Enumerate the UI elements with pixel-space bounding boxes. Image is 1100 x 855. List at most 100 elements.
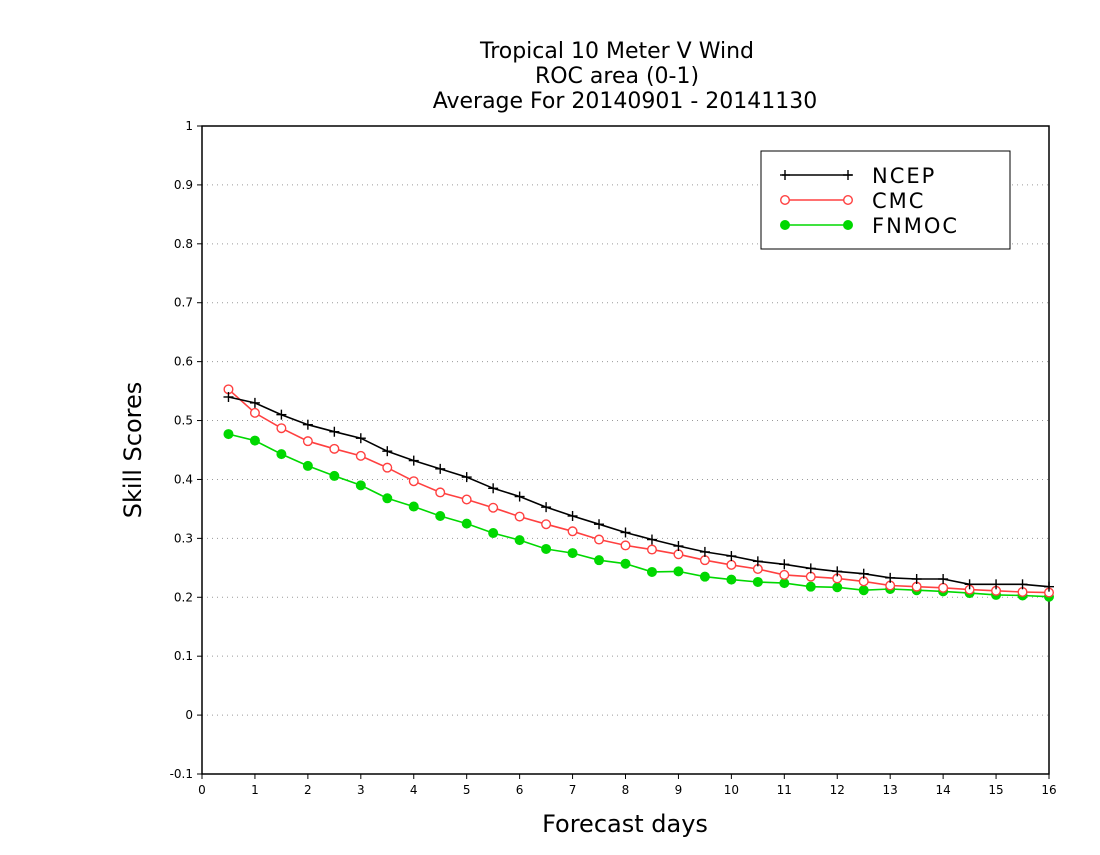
y-tick-label: 0.4 xyxy=(174,472,193,486)
data-point xyxy=(1017,579,1028,590)
x-tick-label: 12 xyxy=(830,783,845,797)
data-point xyxy=(805,581,816,592)
data-point xyxy=(382,446,393,457)
data-point xyxy=(780,220,790,230)
data-point xyxy=(355,480,366,491)
data-point xyxy=(779,578,790,589)
x-tick-label: 0 xyxy=(198,783,206,797)
data-point xyxy=(938,574,949,585)
x-tick-label: 1 xyxy=(251,783,259,797)
data-point xyxy=(488,502,499,513)
data-point xyxy=(514,491,525,502)
legend-entry-ncep: NCEP xyxy=(780,164,934,188)
data-point xyxy=(843,194,854,205)
data-point xyxy=(567,548,578,559)
data-point xyxy=(832,582,843,593)
x-tick-label: 11 xyxy=(777,783,792,797)
series-lines xyxy=(223,384,1054,602)
data-point xyxy=(541,502,552,513)
y-tick-label: -0.1 xyxy=(170,767,193,781)
y-tick-label: 1 xyxy=(185,119,193,133)
data-point xyxy=(780,170,790,180)
y-tick-label: 0.2 xyxy=(174,590,193,604)
data-point xyxy=(223,429,234,440)
data-point xyxy=(408,455,419,466)
data-point xyxy=(567,526,578,537)
data-point xyxy=(620,540,631,551)
x-axis-label: Forecast days xyxy=(542,810,708,838)
data-point xyxy=(726,574,737,585)
series-ncep xyxy=(223,391,1054,592)
data-point xyxy=(805,563,816,574)
y-tick-label: 0.1 xyxy=(174,649,193,663)
legend-label: CMC xyxy=(872,189,925,213)
data-point xyxy=(620,558,631,569)
data-point xyxy=(514,511,525,522)
data-point xyxy=(249,435,260,446)
data-point xyxy=(276,423,287,434)
data-point xyxy=(938,582,949,593)
data-point xyxy=(779,569,790,580)
series-line xyxy=(228,433,1050,598)
data-point xyxy=(408,476,419,487)
data-point xyxy=(329,426,340,437)
series-line xyxy=(228,396,1050,588)
x-tick-label: 4 xyxy=(410,783,418,797)
y-tick-label: 0.9 xyxy=(174,178,193,192)
x-tick-label: 10 xyxy=(724,783,739,797)
x-tick-label: 3 xyxy=(357,783,365,797)
y-axis-label: Skill Scores xyxy=(119,382,147,519)
data-point xyxy=(567,510,578,521)
data-point xyxy=(435,510,446,521)
data-point xyxy=(408,501,419,512)
data-point xyxy=(991,579,1002,590)
data-point xyxy=(1044,581,1054,592)
data-point xyxy=(699,546,710,557)
data-point xyxy=(673,566,684,577)
data-point xyxy=(646,544,657,555)
data-point xyxy=(843,170,853,180)
data-point xyxy=(858,585,869,596)
chart-title-line-2: ROC area (0-1) xyxy=(535,64,699,89)
x-tick-label: 8 xyxy=(622,783,630,797)
y-tick-label: 0.5 xyxy=(174,414,193,428)
data-point xyxy=(276,409,287,420)
data-point xyxy=(780,194,791,205)
series-cmc xyxy=(223,384,1054,598)
x-tick-label: 7 xyxy=(569,783,577,797)
legend-label: FNMOC xyxy=(872,214,959,238)
x-axis: 0 1 2 3 4 5 6 7 8 9 10 11 12 13 14 15 16 xyxy=(198,774,1057,797)
data-point xyxy=(435,463,446,474)
data-point xyxy=(964,579,975,590)
data-point xyxy=(302,419,313,430)
x-tick-label: 15 xyxy=(988,783,1003,797)
y-tick-label: 0 xyxy=(185,708,193,722)
data-point xyxy=(646,566,657,577)
data-point xyxy=(726,559,737,570)
chart-title-line-3: Average For 20140901 - 20141130 xyxy=(433,89,818,114)
series-line xyxy=(227,388,1050,594)
x-tick-label: 6 xyxy=(516,783,524,797)
y-tick-label: 0.7 xyxy=(174,296,193,310)
data-point xyxy=(382,493,393,504)
data-point xyxy=(488,528,499,539)
data-point xyxy=(673,541,684,552)
data-point xyxy=(594,555,605,566)
data-point xyxy=(276,449,287,460)
legend-entry-cmc: CMC xyxy=(780,189,925,213)
data-point xyxy=(302,460,313,471)
data-point xyxy=(594,519,605,530)
data-point xyxy=(461,494,472,505)
data-point xyxy=(461,472,472,483)
data-point xyxy=(646,534,657,545)
data-point xyxy=(885,572,896,583)
data-point xyxy=(249,397,260,408)
data-point xyxy=(752,576,763,587)
data-point xyxy=(355,450,366,461)
data-point xyxy=(382,462,393,473)
data-point xyxy=(541,543,552,554)
chart-title: Tropical 10 Meter V Wind ROC area (0-1) … xyxy=(433,39,818,114)
data-point xyxy=(779,559,790,570)
